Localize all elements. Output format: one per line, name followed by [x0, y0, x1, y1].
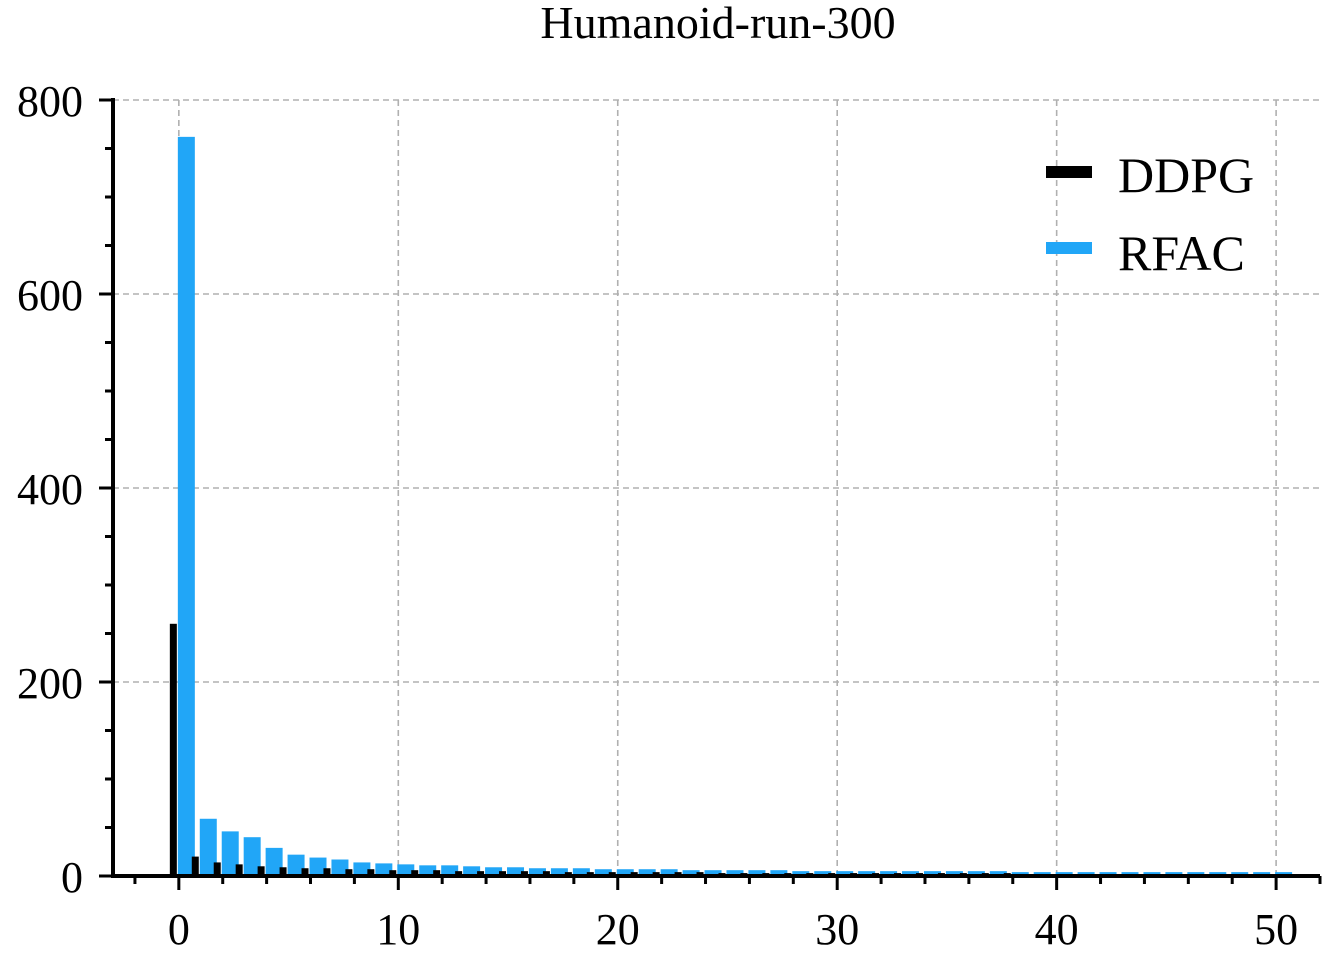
y-tick-label: 0	[61, 853, 83, 902]
x-tick-label: 30	[815, 905, 859, 954]
bar-ddpg	[520, 871, 528, 876]
bar-rfac	[770, 870, 788, 876]
bar-rfac	[704, 870, 722, 876]
bar-rfac	[880, 871, 898, 876]
bar-rfac	[594, 869, 612, 876]
bar-rfac	[507, 867, 525, 876]
bar-rfac	[528, 868, 546, 876]
bar-ddpg	[499, 871, 507, 876]
bar-ddpg	[169, 623, 177, 876]
bar-rfac	[199, 818, 217, 876]
legend: DDPG RFAC	[1046, 147, 1254, 281]
y-tick-label: 800	[17, 77, 83, 126]
bar-ddpg	[301, 868, 309, 876]
bar-rfac	[265, 847, 283, 876]
legend-label-ddpg: DDPG	[1118, 147, 1254, 203]
bar-rfac	[572, 868, 590, 876]
bar-ddpg	[257, 866, 265, 876]
bar-rfac	[353, 862, 371, 876]
bars	[169, 136, 1293, 877]
bar-rfac	[836, 871, 854, 876]
axes	[99, 98, 1322, 890]
bar-rfac	[309, 857, 327, 876]
bar-rfac	[177, 136, 195, 877]
bar-ddpg	[345, 869, 353, 876]
legend-swatch-ddpg	[1046, 166, 1092, 178]
bar-ddpg	[389, 870, 397, 876]
chart-title: Humanoid-run-300	[540, 0, 895, 48]
y-tick-label: 200	[17, 659, 83, 708]
bar-rfac	[923, 871, 941, 876]
bar-ddpg	[411, 870, 419, 876]
y-tick-label: 400	[17, 465, 83, 514]
bar-rfac	[331, 859, 349, 876]
bar-rfac	[660, 869, 678, 876]
x-tick-label: 0	[168, 905, 190, 954]
bar-rfac	[550, 868, 568, 876]
bar-rfac	[638, 869, 656, 876]
x-tick-label: 50	[1254, 905, 1298, 954]
bar-rfac	[419, 865, 437, 876]
bar-rfac	[397, 864, 415, 876]
bar-ddpg	[477, 871, 485, 876]
tick-labels: 0 200 400 600 800 0 10 20 30 40 50	[17, 77, 1298, 954]
bar-rfac	[463, 866, 481, 876]
gridlines	[113, 99, 1320, 876]
x-tick-label: 20	[596, 905, 640, 954]
bar-rfac	[858, 871, 876, 876]
bar-rfac	[441, 865, 459, 876]
bar-rfac	[945, 871, 963, 876]
bar-ddpg	[235, 864, 243, 876]
bar-rfac	[902, 871, 920, 876]
bar-ddpg	[367, 869, 375, 876]
bar-ddpg	[191, 856, 199, 876]
legend-swatch-rfac	[1046, 242, 1092, 254]
bar-rfac	[726, 870, 744, 876]
bar-rfac	[375, 863, 393, 876]
bar-ddpg	[213, 862, 221, 876]
bar-rfac	[243, 837, 261, 876]
bar-rfac	[989, 871, 1007, 876]
bar-rfac	[616, 869, 634, 876]
bar-rfac	[221, 831, 239, 876]
bar-rfac	[967, 871, 985, 876]
bar-ddpg	[542, 871, 550, 876]
bar-rfac	[814, 871, 832, 876]
legend-label-rfac: RFAC	[1118, 225, 1245, 281]
bar-rfac	[748, 870, 766, 876]
bar-rfac	[682, 870, 700, 876]
bar-rfac	[792, 871, 810, 876]
bar-ddpg	[455, 871, 463, 876]
bar-ddpg	[279, 867, 287, 876]
x-tick-label: 10	[376, 905, 420, 954]
bar-ddpg	[433, 870, 441, 876]
x-tick-label: 40	[1035, 905, 1079, 954]
bar-ddpg	[323, 868, 331, 876]
y-tick-label: 600	[17, 271, 83, 320]
bar-rfac	[485, 867, 503, 876]
bar-rfac	[287, 854, 305, 876]
